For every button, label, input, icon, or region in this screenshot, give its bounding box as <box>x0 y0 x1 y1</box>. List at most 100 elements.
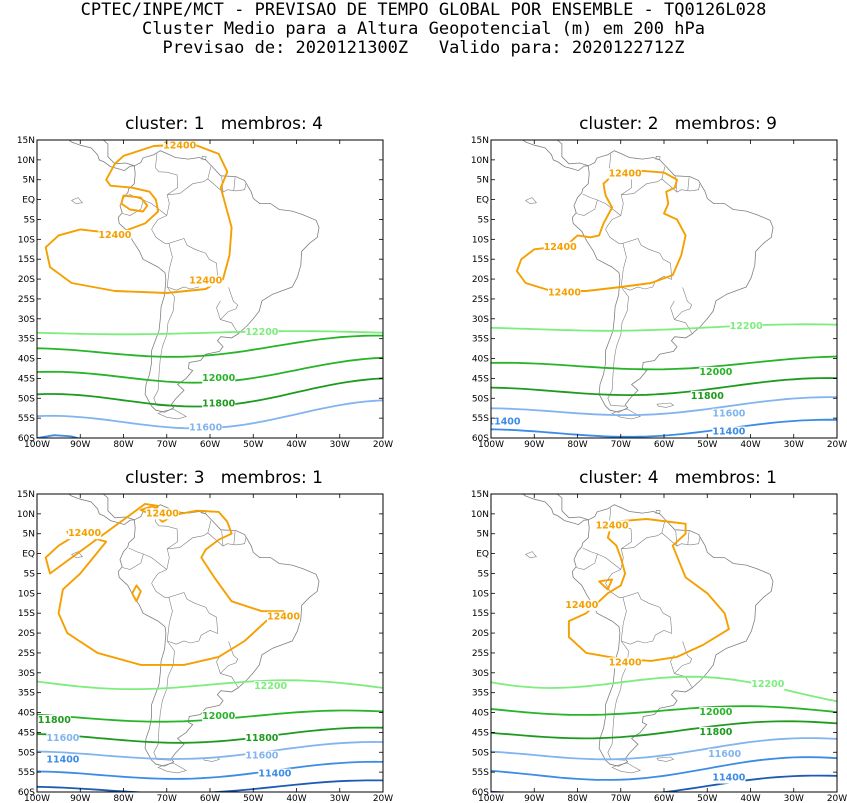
y-tick-label: 15S <box>18 255 35 265</box>
country-border <box>605 569 621 584</box>
contour-label: 12400 <box>146 508 179 519</box>
country-border <box>620 194 624 216</box>
y-tick-label: 55S <box>18 768 35 778</box>
y-tick-label: 25S <box>18 649 35 659</box>
map-panel-3: 12400 12400 12400 12200 12000 11800 11800 11600… <box>17 490 393 803</box>
x-tick-label: 20W <box>373 794 393 803</box>
x-tick-label: 50W <box>243 794 263 803</box>
x-tick-label: 50W <box>697 440 717 450</box>
central-america-coastline <box>522 494 589 526</box>
country-border <box>661 178 701 193</box>
island-outline <box>655 509 661 514</box>
country-border <box>620 269 624 288</box>
country-border <box>687 177 690 191</box>
x-tick-label: 90W <box>70 440 90 450</box>
y-tick-label: 50S <box>472 748 489 758</box>
y-tick-label: 45S <box>472 374 489 384</box>
y-tick-label: 35S <box>18 335 35 345</box>
country-border <box>207 178 247 193</box>
y-tick-label: 15N <box>471 490 489 500</box>
contour-label: 11400 <box>712 773 745 784</box>
contour-12400 <box>120 194 149 213</box>
x-tick-label: 60W <box>654 440 674 450</box>
x-tick-label: 90W <box>524 440 544 450</box>
contour-label: 12400 <box>189 276 222 287</box>
country-border <box>675 530 678 547</box>
x-tick-label: 30W <box>330 794 350 803</box>
panel-3-title: cluster: 3 membros: 1 <box>125 468 323 488</box>
contour-label: 12000 <box>699 367 732 378</box>
contour-label: 12000 <box>202 373 235 384</box>
country-border <box>166 548 170 570</box>
country-border <box>607 286 629 407</box>
country-border <box>220 319 239 334</box>
contour-label: 12400 <box>548 288 581 299</box>
contour-11600 <box>491 396 837 416</box>
x-tick-label: 30W <box>330 440 350 450</box>
island-outline <box>611 762 641 774</box>
country-border <box>166 194 170 216</box>
y-tick-label: 25S <box>18 295 35 305</box>
country-border <box>674 673 693 688</box>
contour-label: 11600 <box>189 423 222 434</box>
country-border <box>153 286 175 407</box>
y-tick-label: 5S <box>24 215 36 225</box>
contour-label: 11400 <box>712 427 745 438</box>
y-tick-label: 30S <box>472 669 489 679</box>
contour-12000 <box>37 334 383 358</box>
country-border <box>220 287 239 320</box>
y-tick-label: 15S <box>18 609 35 619</box>
y-tick-label: 10S <box>18 235 35 245</box>
x-tick-label: 80W <box>113 440 133 450</box>
map-panel-1: 12400 12400 12400 12200 12000 11800 11600 15N 10… <box>17 136 393 450</box>
y-tick-label: 40S <box>472 355 489 365</box>
country-border <box>576 553 598 570</box>
y-tick-label: 45S <box>18 374 35 384</box>
contour-label: 12400 <box>565 600 598 611</box>
contour-12400 <box>44 143 233 294</box>
island-outline <box>602 121 628 130</box>
contour-label: 11400 <box>46 755 79 766</box>
country-border <box>155 153 178 196</box>
y-tick-label: EQ <box>476 550 489 560</box>
island-outline <box>611 408 641 420</box>
country-border <box>220 641 239 674</box>
contour-11200 <box>491 774 837 792</box>
contour-label: 12400 <box>98 230 131 241</box>
country-border <box>166 269 170 288</box>
country-border <box>155 507 178 550</box>
country-border <box>153 640 175 761</box>
x-tick-label: 50W <box>243 440 263 450</box>
contour-label: 11400 <box>258 769 291 780</box>
contour-12400 <box>131 584 142 603</box>
x-tick-label: 30W <box>784 440 804 450</box>
y-tick-label: 55S <box>472 768 489 778</box>
contour-12400 <box>515 169 687 292</box>
y-tick-label: 30S <box>18 315 35 325</box>
y-tick-label: 60S <box>18 788 35 798</box>
map-panel-1-plot: 12400 12400 12400 12200 12000 11800 11600 <box>37 140 383 438</box>
country-border <box>167 640 177 645</box>
contour-label: 11800 <box>202 399 235 410</box>
country-border <box>621 640 631 645</box>
country-border <box>168 238 219 280</box>
island-outline <box>525 197 537 204</box>
country-border <box>674 319 693 334</box>
x-tick-label: 70W <box>157 440 177 450</box>
country-border <box>605 215 621 230</box>
island-outline <box>71 197 83 204</box>
y-tick-label: 55S <box>18 414 35 424</box>
country-border <box>630 629 672 645</box>
island-outline <box>157 408 187 420</box>
x-tick-label: 20W <box>827 794 847 803</box>
contour-11800 <box>491 377 837 397</box>
y-tick-label: 45S <box>18 728 35 738</box>
x-tick-label: 90W <box>524 794 544 803</box>
map-panel-4-plot: 12400 12400 12400 12200 12000 11800 11600 11400 <box>491 494 837 792</box>
y-tick-label: 10N <box>17 510 35 520</box>
country-border <box>233 531 236 545</box>
country-border <box>605 229 623 244</box>
x-tick-label: 20W <box>827 440 847 450</box>
y-tick-label: 45S <box>472 728 489 738</box>
